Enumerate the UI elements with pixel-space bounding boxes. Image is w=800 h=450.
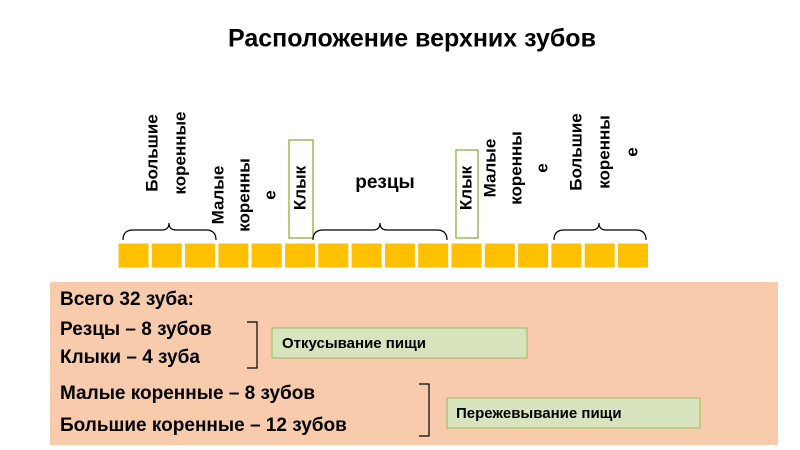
brace xyxy=(122,222,217,241)
brace xyxy=(553,222,647,241)
canine-box xyxy=(455,149,479,239)
function-label: Пережевывание пищи xyxy=(456,405,622,422)
bracket xyxy=(247,321,258,369)
tooth xyxy=(583,242,616,269)
brace xyxy=(312,222,448,241)
summary-line: Клыки – 4 зуба xyxy=(60,347,200,368)
summary-line: Резцы – 8 зубов xyxy=(60,319,212,340)
tooth-label: коренны xyxy=(506,131,525,205)
tooth xyxy=(217,242,250,269)
tooth xyxy=(150,242,183,269)
tooth xyxy=(550,242,583,269)
tooth xyxy=(450,242,483,269)
tooth xyxy=(250,242,283,269)
summary-lines: Всего 32 зуба: Резцы – 8 зубов Клыки – 4 з… xyxy=(60,289,347,436)
tooth xyxy=(617,242,649,269)
tooth-label: е xyxy=(260,190,279,199)
summary-line: Большие коренные – 12 зубов xyxy=(60,415,347,436)
tooth xyxy=(517,242,550,269)
tooth-label: резцы xyxy=(355,172,415,193)
teeth-row xyxy=(117,242,649,269)
tooth xyxy=(317,242,350,269)
function-label: Откусывание пищи xyxy=(282,335,426,352)
tooth-label: коренные xyxy=(170,111,189,194)
tooth-label: е xyxy=(622,147,641,156)
tooth xyxy=(117,242,150,269)
canine-box xyxy=(288,139,314,239)
tooth-label: Малые xyxy=(208,166,227,225)
summary-line: Всего 32 зуба: xyxy=(60,289,194,310)
tooth xyxy=(417,242,450,269)
slide-title: Расположение верхних зубов xyxy=(228,25,596,53)
tooth-label: Большие xyxy=(142,114,161,192)
tooth-label: е xyxy=(532,163,551,172)
tooth-label: коренны xyxy=(594,115,613,189)
bracket xyxy=(419,383,430,437)
tooth-label: коренны xyxy=(234,158,253,232)
tooth xyxy=(284,242,316,269)
tooth-label: Большие xyxy=(566,113,585,191)
tooth xyxy=(350,242,383,269)
summary-line: Малые коренные – 8 зубов xyxy=(60,383,315,404)
tooth xyxy=(184,242,217,269)
tooth-label: Малые xyxy=(480,139,499,198)
function-box xyxy=(271,327,528,359)
tooth xyxy=(483,242,516,269)
tooth xyxy=(383,242,416,269)
function-box xyxy=(446,397,701,429)
tooth-label: Клык xyxy=(290,165,309,210)
tooth-label: Клык xyxy=(456,165,475,210)
